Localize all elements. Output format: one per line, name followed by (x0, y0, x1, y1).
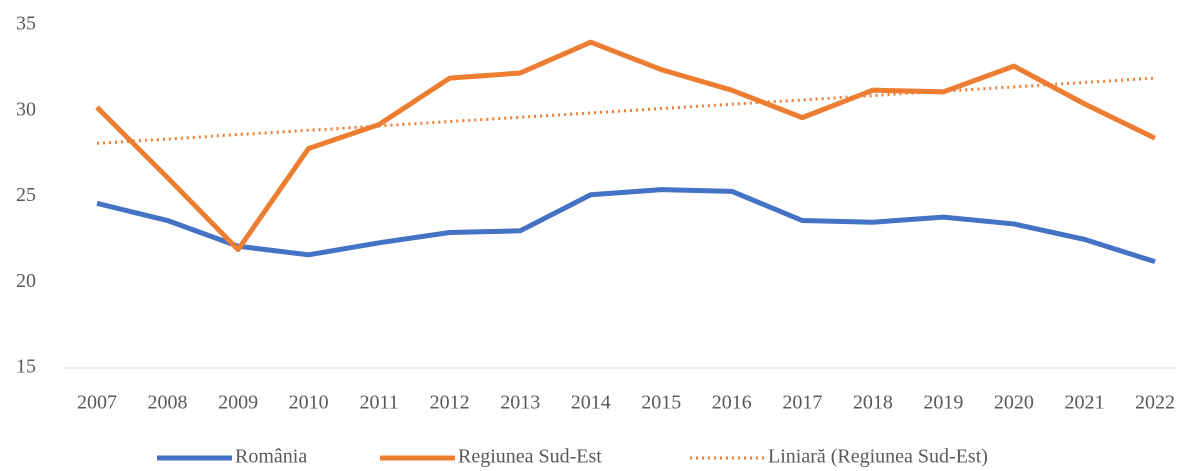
x-tick-label: 2011 (360, 392, 399, 414)
x-tick-label: 2016 (712, 392, 752, 414)
x-tick-label: 2020 (994, 392, 1034, 414)
x-tick-label: 2021 (1064, 392, 1104, 414)
y-tick-label: 35 (16, 13, 36, 35)
y-tick-label: 25 (16, 184, 36, 206)
x-tick-label: 2018 (853, 392, 893, 414)
x-tick-label: 2015 (641, 392, 681, 414)
legend-label: Liniară (Regiunea Sud-Est) (768, 446, 988, 468)
series-line (96, 187, 1156, 265)
x-tick-label: 2009 (218, 392, 258, 414)
x-tick-label: 2022 (1135, 392, 1175, 414)
x-tick-label: 2017 (782, 392, 822, 414)
series-line (96, 76, 1156, 145)
x-tick-label: 2019 (923, 392, 963, 414)
x-tick-label: 2013 (500, 392, 540, 414)
legend-label: România (235, 446, 307, 468)
x-tick-label: 2008 (148, 392, 188, 414)
x-tick-label: 2007 (77, 392, 117, 414)
x-tick-label: 2010 (289, 392, 329, 414)
y-tick-label: 15 (16, 356, 36, 378)
series-line (95, 39, 1157, 253)
legend-label: Regiunea Sud-Est (458, 446, 602, 468)
x-tick-label: 2012 (430, 392, 470, 414)
y-tick-label: 20 (16, 270, 36, 292)
y-tick-label: 30 (16, 98, 36, 120)
x-tick-label: 2014 (571, 392, 611, 414)
